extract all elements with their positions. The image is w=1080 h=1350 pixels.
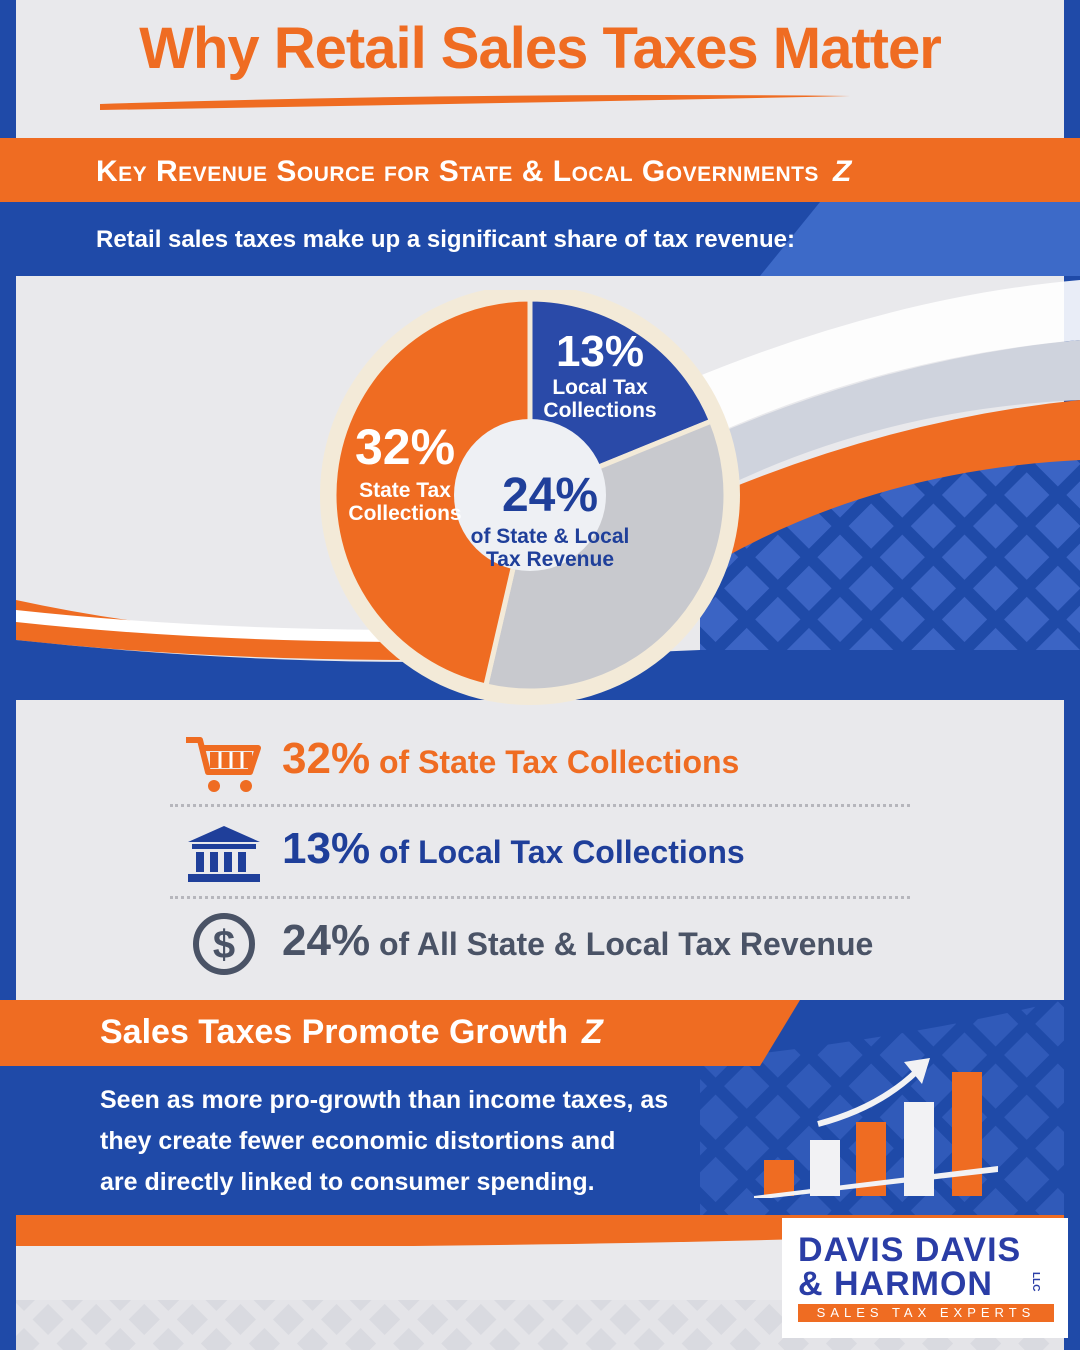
pie-label-local: 13% Local Tax Collections xyxy=(530,327,670,423)
pie-local-line2: Collections xyxy=(543,399,657,423)
revenue-pie-chart xyxy=(320,290,740,705)
section-heading-growth-text: Sales Taxes Promote Growth xyxy=(100,1013,568,1051)
stat-text-state: 32% of State Tax Collections xyxy=(282,734,739,787)
pie-local-line1: Local Tax xyxy=(552,376,648,400)
shopping-cart-icon xyxy=(186,737,261,792)
pie-slice-0 xyxy=(331,296,533,689)
pie-center-line1: of State & Local xyxy=(470,524,630,548)
pie-label-state: 32% State Tax Collections xyxy=(340,419,470,526)
government-building-icon xyxy=(188,826,260,882)
growth-line-2: they create fewer economic distortions a… xyxy=(100,1127,616,1155)
stat-pct-total: 24% xyxy=(282,916,371,965)
pie-slices xyxy=(331,296,729,694)
pie-label-center: 24% of State & Local Tax Revenue xyxy=(460,469,640,571)
pie-slice-2 xyxy=(482,417,729,694)
divider xyxy=(170,804,910,807)
growth-description: Seen as more pro-growth than income taxe… xyxy=(100,1080,740,1203)
pie-state-line1: State Tax xyxy=(359,479,451,502)
growth-line-1: Seen as more pro-growth than income taxe… xyxy=(100,1086,669,1114)
logo-line-2: & HARMON xyxy=(798,1265,993,1303)
divider xyxy=(170,896,910,899)
section-heading-revenue: Key Revenue Source for State & Local Gov… xyxy=(96,151,852,193)
pie-center-value: 24% xyxy=(501,469,599,522)
zigzag-icon: Z xyxy=(832,155,852,188)
pie-state-line2: Collections xyxy=(348,502,462,526)
pie-center xyxy=(454,419,606,571)
stat-label-state: of State Tax Collections xyxy=(370,744,740,780)
section-heading-text: Key Revenue Source for State & Local Gov… xyxy=(96,155,819,188)
dollar-circle-icon: $ xyxy=(193,913,255,975)
company-logo: DAVIS DAVIS & HARMON LLC SALES TAX EXPER… xyxy=(782,1218,1068,1338)
section-intro: Retail sales taxes make up a significant… xyxy=(96,226,795,253)
svg-text:$: $ xyxy=(213,923,235,967)
stat-text-local: 13% of Local Tax Collections xyxy=(282,824,745,877)
logo-llc: LLC xyxy=(1030,1272,1041,1292)
stat-row-total: $ 24% of All State & Local Tax Revenue xyxy=(170,910,910,975)
logo-tagline: SALES TAX EXPERTS xyxy=(798,1304,1054,1322)
pie-center-line2: Tax Revenue xyxy=(486,547,614,571)
growth-line-3: are directly linked to consumer spending… xyxy=(100,1168,595,1196)
stat-text-total: 24% of All State & Local Tax Revenue xyxy=(282,916,873,969)
growth-bar-chart-icon xyxy=(754,1058,998,1198)
zigzag-icon: Z xyxy=(581,1013,603,1051)
page-title: Why Retail Sales Taxes Matter xyxy=(139,16,942,81)
stat-pct-state: 32% xyxy=(282,734,371,783)
stat-label-local: of Local Tax Collections xyxy=(370,834,745,870)
pie-state-value: 32% xyxy=(354,419,456,475)
section-heading-growth: Sales Taxes Promote Growth Z xyxy=(100,1008,603,1056)
stat-row-state: 32% of State Tax Collections xyxy=(170,728,910,792)
stat-row-local: 13% of Local Tax Collections xyxy=(170,818,910,882)
logo-line-1: DAVIS DAVIS xyxy=(798,1231,1022,1269)
stat-pct-local: 13% xyxy=(282,824,371,873)
pie-local-value: 13% xyxy=(555,327,645,376)
stat-label-total: of All State & Local Tax Revenue xyxy=(370,926,874,962)
